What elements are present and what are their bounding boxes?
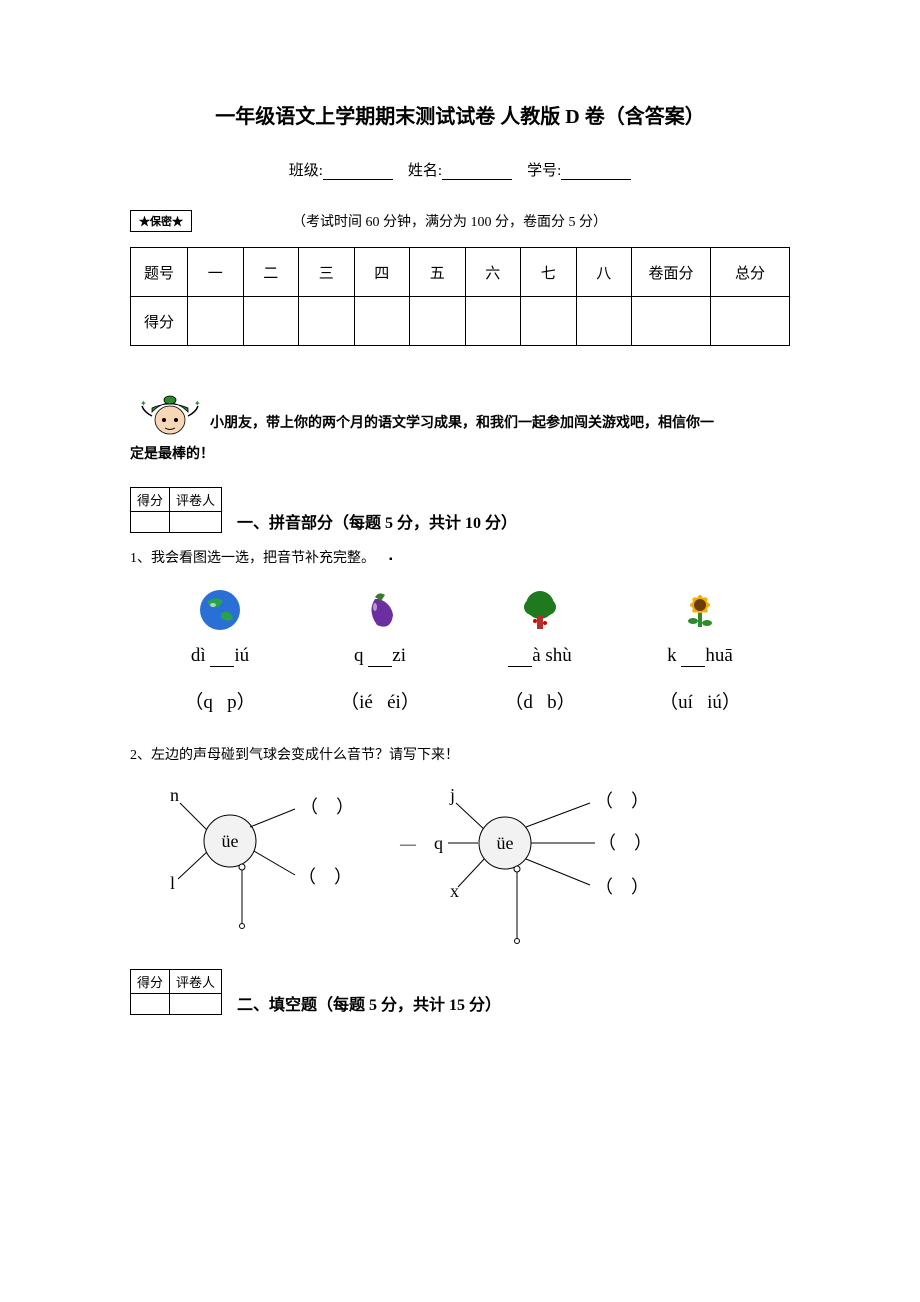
pinyin-item-sunflower: k huā （uí iú） (620, 587, 780, 714)
pinyin-right: huā (705, 645, 732, 666)
grading-table: 得分 评卷人 (130, 487, 222, 533)
consonant-x: x (450, 881, 459, 901)
question-2-text: 2、左边的声母碰到气球会变成什么音节？请写下来！ (130, 744, 790, 764)
header-cell: 总分 (711, 248, 790, 297)
grading-cell[interactable] (131, 994, 170, 1015)
balloon-diagram-left: n l üe （ ） （ ） (150, 779, 370, 929)
score-cell[interactable] (299, 297, 355, 346)
answer-paren: （ ） (298, 867, 352, 887)
header-cell: 二 (243, 248, 299, 297)
consonant-n: n (170, 785, 179, 805)
score-cell[interactable] (521, 297, 577, 346)
svg-text:✦: ✦ (194, 399, 201, 408)
score-cell[interactable] (354, 297, 410, 346)
row-label-cell: 得分 (131, 297, 188, 346)
name-label: 姓名: (408, 163, 442, 179)
grading-label: 得分 (131, 488, 170, 512)
answer-paren: （ ） (595, 791, 649, 811)
q1-label: 1、我会看图选一选，把音节补充完整。 (130, 551, 375, 566)
secret-badge: ★保密★ (130, 210, 192, 232)
pinyin-choices: （ié éi） (300, 687, 460, 714)
header-cell: 四 (354, 248, 410, 297)
id-blank[interactable] (561, 179, 631, 180)
header-cell: 八 (576, 248, 632, 297)
earth-icon (197, 587, 243, 633)
id-label: 学号: (527, 163, 561, 179)
score-cell[interactable] (465, 297, 521, 346)
pinyin-items-row: dì iú （q p） q zi （ié éi） à shù （d b） (130, 587, 790, 714)
grading-cell[interactable] (131, 512, 170, 533)
pinyin-choices: （uí iú） (620, 687, 780, 714)
page-title: 一年级语文上学期期末测试试卷 人教版 D 卷（含答案） (130, 100, 790, 129)
consonant-j: j (449, 785, 455, 805)
tree-icon (517, 587, 563, 633)
pinyin-choices: （q p） (140, 687, 300, 714)
score-cell[interactable] (711, 297, 790, 346)
table-row: 题号 一 二 三 四 五 六 七 八 卷面分 总分 (131, 248, 790, 297)
pinyin-item-earth: dì iú （q p） (140, 587, 300, 714)
pinyin-left: q (354, 645, 368, 666)
grading-cell[interactable] (170, 994, 222, 1015)
section-2-title: 二、填空题（每题 5 分，共计 15 分） (237, 991, 501, 1015)
pinyin-left: dì (191, 645, 211, 666)
grading-label: 评卷人 (170, 970, 222, 994)
intro-line-1: 小朋友，带上你的两个月的语文学习成果，和我们一起参加闯关游戏吧，相信你一 (210, 416, 714, 431)
header-cell: 五 (410, 248, 466, 297)
pinyin-item-tree: à shù （d b） (460, 587, 620, 714)
pinyin-blank[interactable] (681, 666, 705, 667)
intro-line-2: 定是最棒的！ (130, 442, 790, 467)
grading-table: 得分 评卷人 (130, 969, 222, 1015)
kid-cartoon-icon: ✦ ✦ (130, 376, 210, 436)
svg-text:✦: ✦ (140, 399, 147, 408)
student-info-line: 班级: 姓名: 学号: (130, 159, 790, 180)
balloon-label: üe (497, 833, 514, 853)
pinyin-blank[interactable] (368, 666, 392, 667)
score-cell[interactable] (576, 297, 632, 346)
pinyin-right: iú (234, 645, 249, 666)
dot-icon: ▪ (389, 554, 393, 565)
score-cell[interactable] (188, 297, 244, 346)
header-cell: 一 (188, 248, 244, 297)
pinyin-item-eggplant: q zi （ié éi） (300, 587, 460, 714)
pinyin-right: zi (392, 645, 406, 666)
balloon-diagram-right: j q — x üe （ ） （ ） （ ） (390, 779, 690, 949)
pinyin-left: k (667, 645, 681, 666)
header-cell: 七 (521, 248, 577, 297)
answer-paren: （ ） (598, 833, 652, 853)
consonant-q: q (434, 833, 443, 853)
name-blank[interactable] (442, 179, 512, 180)
dash-icon: — (399, 836, 417, 853)
table-row: 得分 (131, 297, 790, 346)
grading-cell[interactable] (170, 512, 222, 533)
eggplant-icon (357, 587, 403, 633)
grading-label: 评卷人 (170, 488, 222, 512)
header-cell: 题号 (131, 248, 188, 297)
section-1-title: 一、拼音部分（每题 5 分，共计 10 分） (237, 509, 517, 533)
pinyin-blank[interactable] (210, 666, 234, 667)
class-label: 班级: (289, 163, 323, 179)
q2-diagrams: n l üe （ ） （ ） j q — x üe (150, 779, 790, 949)
grading-label: 得分 (131, 970, 170, 994)
answer-paren: （ ） (300, 797, 354, 817)
intro-text: 小朋友，带上你的两个月的语文学习成果，和我们一起参加闯关游戏吧，相信你一 (210, 411, 714, 436)
consonant-l: l (170, 873, 175, 893)
pinyin-right: à shù (532, 645, 572, 666)
sunflower-icon (677, 587, 723, 633)
question-1-text: 1、我会看图选一选，把音节补充完整。 ▪ (130, 547, 790, 567)
answer-paren: （ ） (595, 877, 649, 897)
score-cell[interactable] (243, 297, 299, 346)
class-blank[interactable] (323, 179, 393, 180)
header-cell: 六 (465, 248, 521, 297)
exam-meta: （考试时间 60 分钟，满分为 100 分，卷面分 5 分） (292, 211, 607, 231)
pinyin-blank[interactable] (508, 666, 532, 667)
score-cell[interactable] (632, 297, 711, 346)
score-cell[interactable] (410, 297, 466, 346)
header-cell: 卷面分 (632, 248, 711, 297)
balloon-label: üe (222, 831, 239, 851)
header-cell: 三 (299, 248, 355, 297)
pinyin-choices: （d b） (460, 687, 620, 714)
score-table: 题号 一 二 三 四 五 六 七 八 卷面分 总分 得分 (130, 247, 790, 346)
